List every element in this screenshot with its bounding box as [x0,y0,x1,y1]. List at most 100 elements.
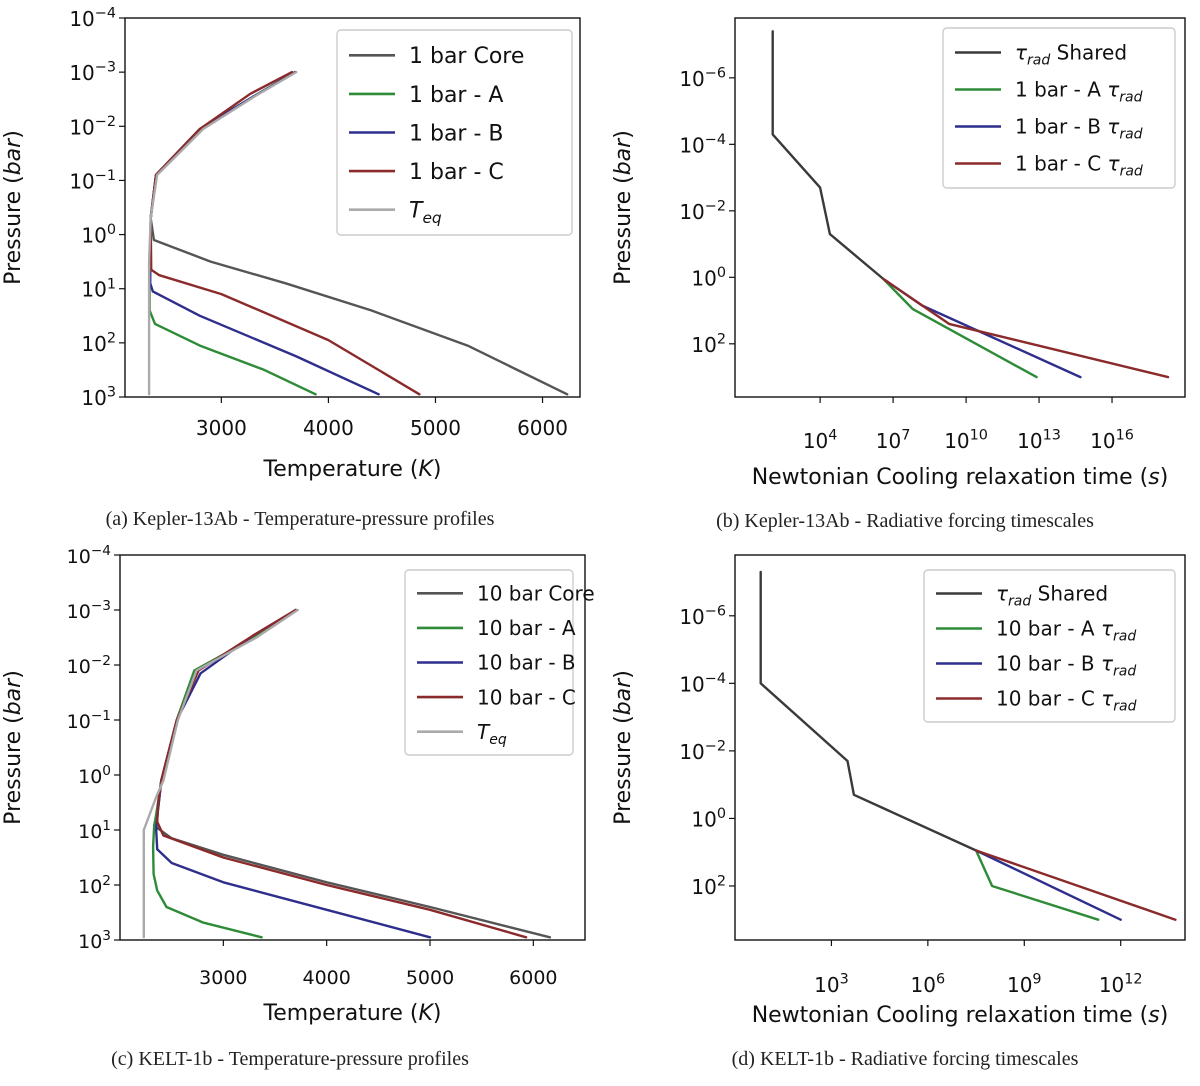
series-line-0-3 [149,70,421,396]
legend-box [336,29,573,236]
y-tick-label: 100 [81,222,116,247]
legend-label: 10 bar - B [477,651,576,675]
y-tick-label: 102 [691,331,726,356]
series-line-1-0 [771,30,885,281]
y-tick-label: 10−1 [67,708,111,733]
legend-label: Teq [477,720,507,748]
y-tick-label: 103 [81,385,116,410]
chart-panel-2: 3000 4000 5000 6000 10−4 10−3 10−2 10−1 100 101 10… [1,543,595,1026]
legend-box [942,27,1176,189]
legend-label: 1 bar - C [409,160,504,185]
y-tick-label: 102 [691,874,726,899]
legend-label: 10 bar - A τrad [996,617,1136,645]
x-axis-label: Temperature (K) [263,457,442,482]
legend-label: 10 bar - A [477,616,576,640]
chart-panel-0: 3000 4000 5000 6000 10−4 10−3 10−2 10−1 100 101 10… [1,6,581,482]
y-tick-label: 10−6 [679,603,726,628]
series-line-3-2 [974,849,1122,921]
legend-label: 10 bar Core [477,582,595,606]
axes-frame [119,554,586,941]
y-tick-label: 103 [78,928,111,953]
legend-box [404,569,574,756]
legend-label: 1 bar Core [409,44,524,69]
legend-label: 1 bar - B τrad [1015,115,1143,143]
x-tick-label: 1016 [1090,428,1134,453]
x-tick-label: 5000 [406,967,454,989]
y-tick-label: 10−2 [679,738,726,763]
caption-a: (a) Kepler-13Ab - Temperature-pressure p… [105,508,495,530]
x-tick-label: 6000 [517,416,568,440]
x-tick-label: 109 [1007,972,1042,997]
y-axis-label: Pressure (bar) [1,670,26,825]
y-tick-label: 10−1 [69,168,116,193]
legend-label: τrad Shared [996,582,1108,610]
series-line-1-1 [882,277,1038,379]
series-line-1-3 [882,277,1170,379]
y-axis-label: Pressure (bar) [1,130,26,285]
legend-label: 1 bar - B [409,121,504,146]
axes-frame [734,17,1186,398]
x-tick-label: 4000 [302,967,350,989]
legend-box [923,569,1176,723]
y-axis-label: Pressure (bar) [611,130,636,285]
series-line-2-4 [142,608,299,939]
y-tick-label: 100 [691,265,726,290]
y-tick-label: 10−4 [679,671,726,696]
x-tick-label: 1010 [944,428,988,453]
y-tick-label: 102 [78,873,111,898]
legend-label: 10 bar - C τrad [996,687,1137,715]
y-tick-label: 10−2 [69,114,116,139]
x-tick-label: 107 [876,428,911,453]
legend-label: 1 bar - A [409,83,503,108]
y-tick-label: 10−4 [69,6,116,31]
legend-label: 1 bar - C τrad [1015,152,1143,180]
y-axis-label: Pressure (bar) [611,670,636,825]
x-tick-label: 106 [911,972,946,997]
y-tick-label: 10−6 [679,65,726,90]
x-tick-label: 6000 [509,967,557,989]
legend-label: τrad Shared [1015,41,1127,69]
y-tick-label: 100 [78,763,111,788]
y-tick-label: 10−3 [67,598,111,623]
legend-label: 10 bar - C [477,685,576,709]
y-tick-label: 10−4 [67,543,111,568]
caption-c: (c) KELT-1b - Temperature-pressure profi… [111,1048,469,1070]
x-axis-label: Newtonian Cooling relaxation time (s) [752,1003,1169,1028]
series-line-0-1 [148,70,317,396]
y-tick-label: 10−4 [679,132,726,157]
series-line-3-1 [974,849,1100,921]
y-tick-label: 100 [691,806,726,831]
series-line-3-0 [759,570,978,852]
x-tick-label: 104 [803,428,838,453]
y-tick-label: 10−2 [67,653,111,678]
series-line-2-1 [151,608,297,939]
y-tick-label: 101 [78,818,111,843]
y-tick-label: 10−2 [679,198,726,223]
x-tick-label: 1013 [1017,428,1061,453]
legend-label: Teq [409,199,442,228]
x-tick-label: 3000 [199,967,247,989]
legend-label: 1 bar - A τrad [1015,78,1143,106]
x-tick-label: 5000 [410,416,461,440]
series-line-1-2 [882,277,1082,379]
x-tick-label: 103 [814,972,849,997]
series-line-3-3 [974,849,1177,921]
axes-frame [124,17,581,398]
axes-frame [734,554,1186,941]
caption-b: (b) Kepler-13Ab - Radiative forcing time… [716,510,1094,532]
y-tick-label: 10−3 [69,60,116,85]
chart-panel-3: 103 106 109 1012 10−6 10−4 10−2 100 102 Newtonian… [611,554,1186,1028]
x-axis-label: Temperature (K) [263,1001,442,1026]
y-tick-label: 102 [81,330,116,355]
x-axis-label: Newtonian Cooling relaxation time (s) [752,465,1169,490]
x-tick-label: 4000 [303,416,354,440]
legend-label: 10 bar - B τrad [996,652,1136,680]
series-line-2-2 [154,608,432,939]
x-tick-label: 1012 [1099,972,1143,997]
y-tick-label: 101 [81,276,116,301]
series-line-0-4 [147,70,298,396]
chart-panel-1: 104 107 1010 1013 1016 10−6 10−4 10−2 100 102 Newt… [611,17,1186,490]
caption-d: (d) KELT-1b - Radiative forcing timescal… [731,1048,1079,1070]
